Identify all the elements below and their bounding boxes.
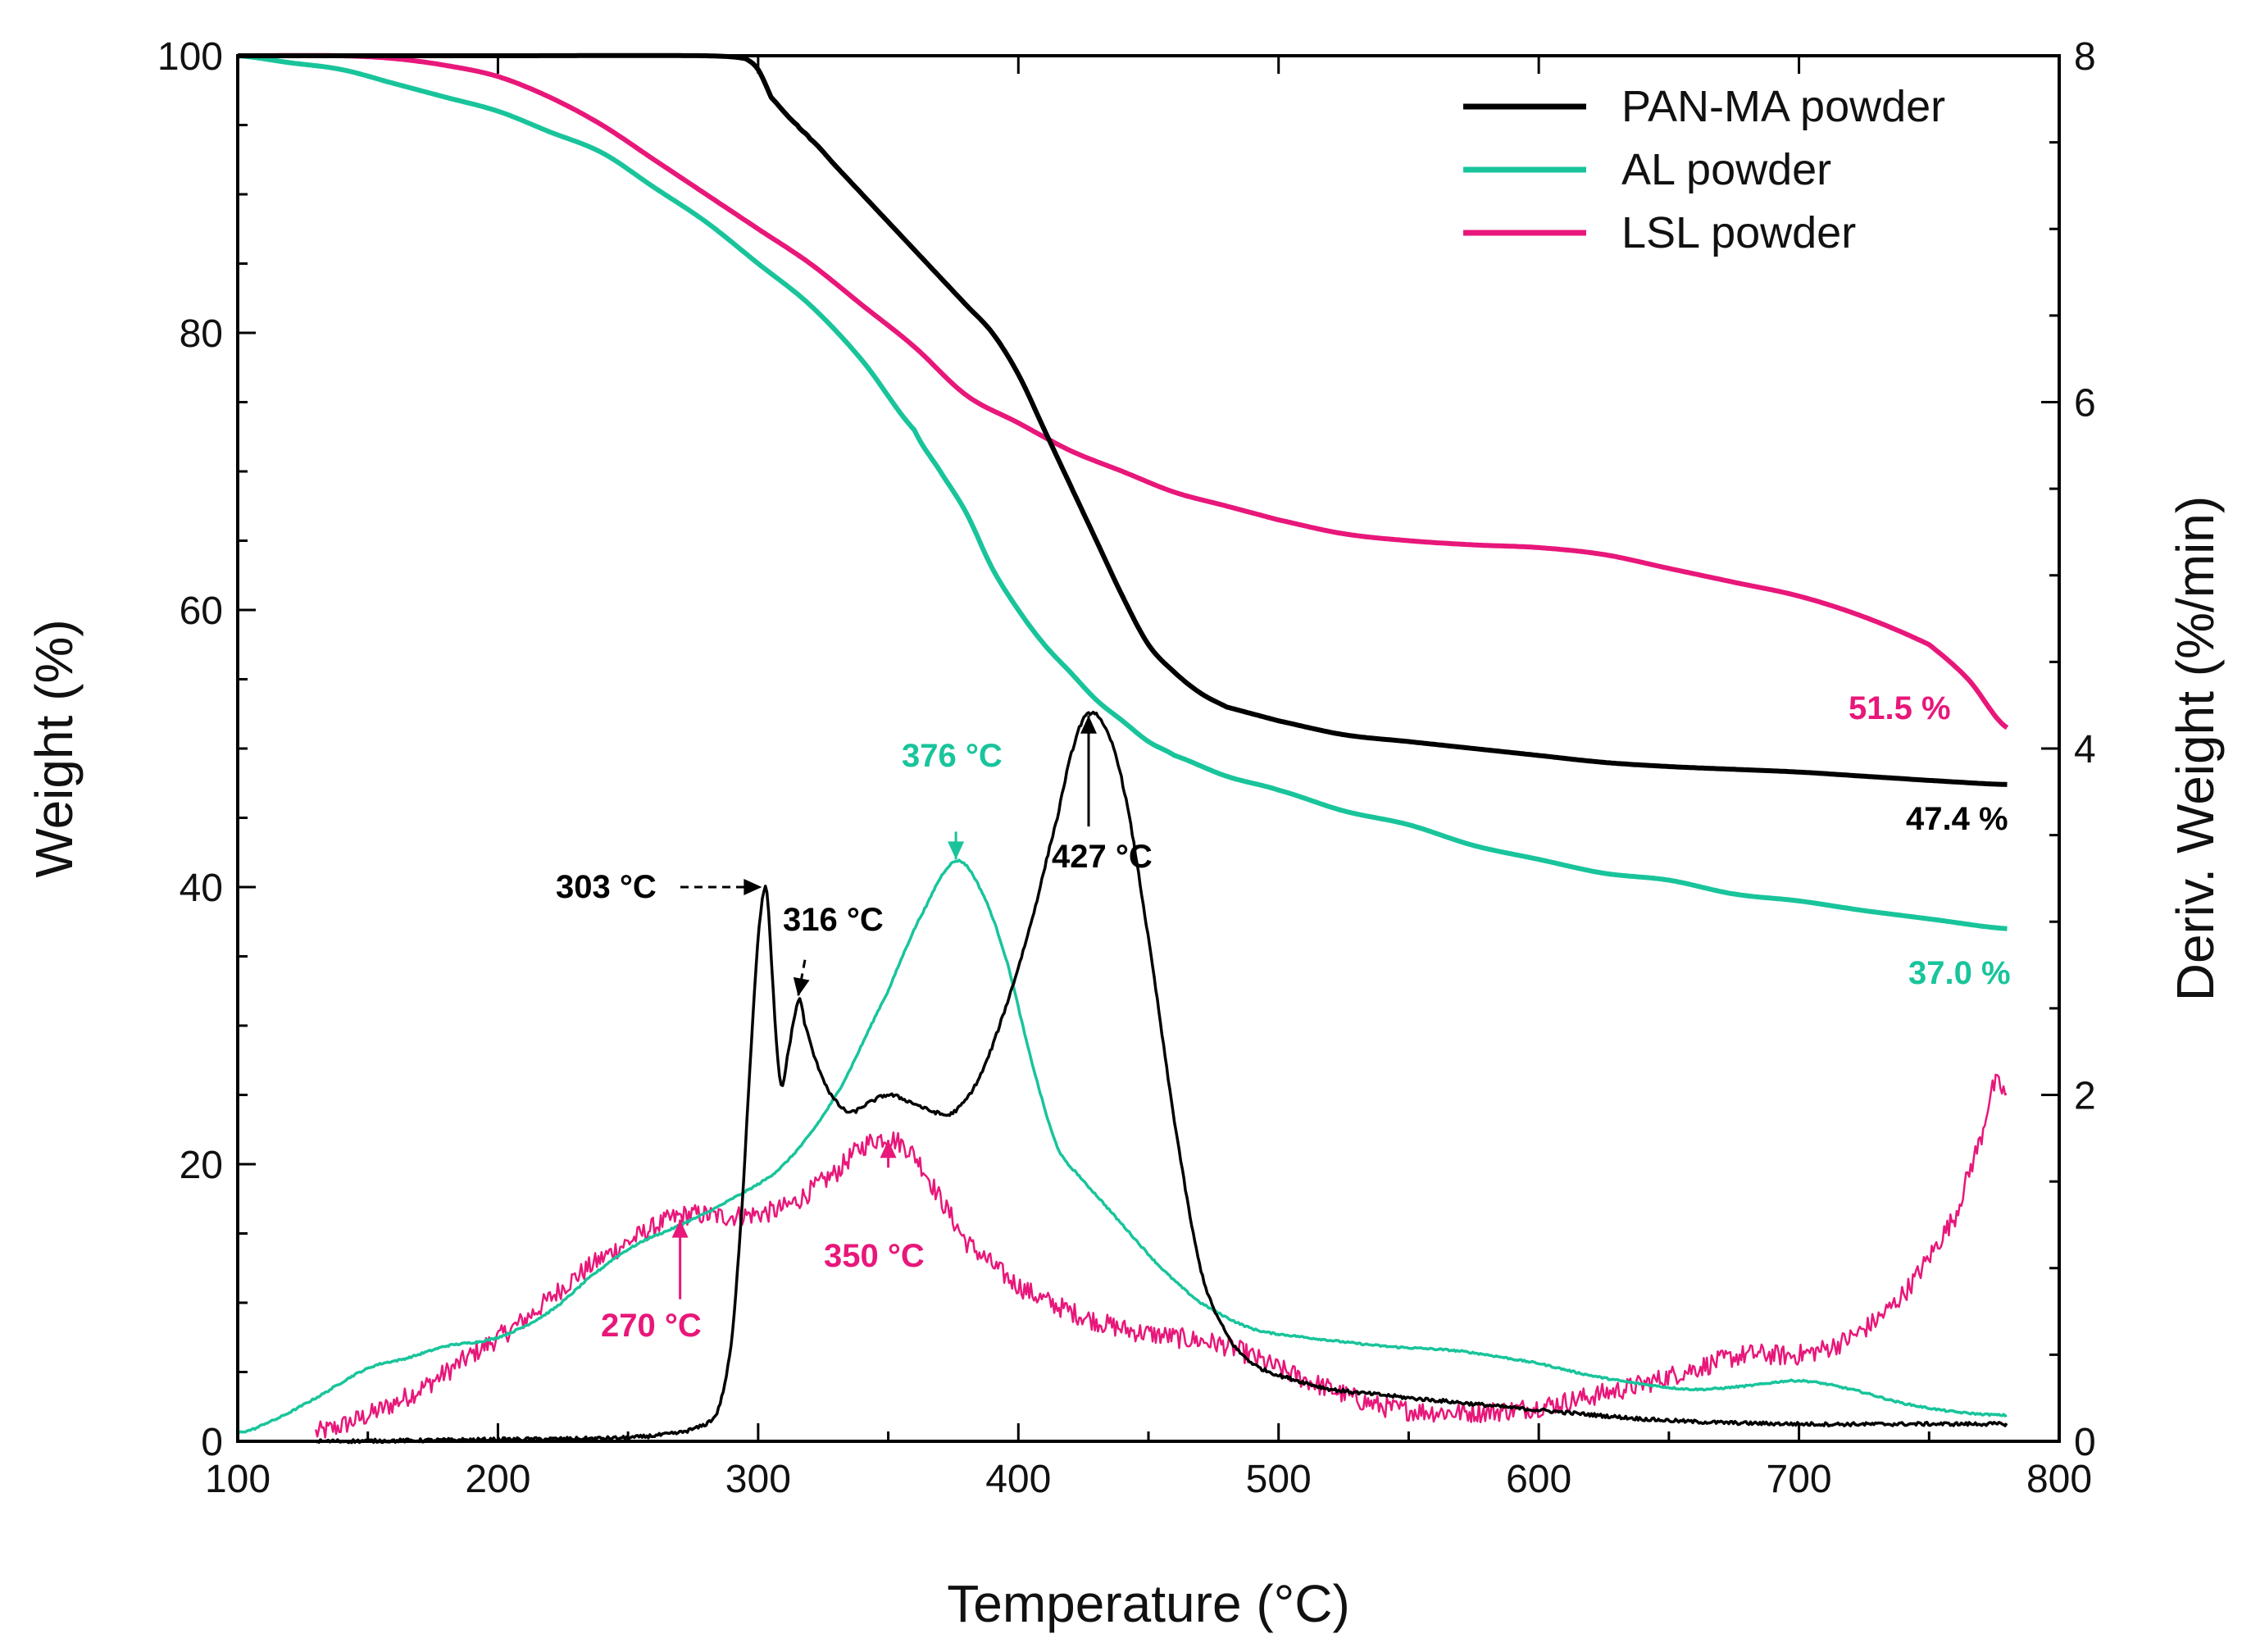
y-tick-label: 100 <box>157 35 223 79</box>
annotation-303: 303 °C <box>556 869 657 905</box>
series-line <box>237 858 2008 1434</box>
annotation-350: 350 °C <box>824 1238 925 1274</box>
x-tick-label: 600 <box>1506 1458 1571 1501</box>
x-axis-title: Temperature (°C) <box>947 1574 1350 1633</box>
series-line <box>315 710 2008 1445</box>
annotation-270: 270 °C <box>601 1308 702 1344</box>
y-axis-title: Weight (%) <box>25 619 84 877</box>
y-tick-label: 40 <box>180 867 223 910</box>
axes <box>236 54 2061 1443</box>
arrow-376-head <box>948 841 965 860</box>
arrow-270-head <box>671 1219 689 1238</box>
annotation-lsl-residue: 51.5 % <box>1849 690 1951 726</box>
x-tick-label: 500 <box>1246 1458 1312 1501</box>
y2-tick-label: 0 <box>2074 1421 2096 1464</box>
annotations: 303 °C 316 °C 427 °C 376 °C 270 °C 350 °… <box>556 690 2011 1344</box>
y2-tick-label: 2 <box>2074 1075 2096 1118</box>
y-tick-label: 0 <box>201 1421 223 1464</box>
x-tick-label: 300 <box>725 1458 791 1501</box>
series-line <box>238 52 2009 730</box>
y2-tick-label: 6 <box>2074 382 2096 426</box>
arrow-427-head <box>1080 715 1097 734</box>
y-tick-label: 80 <box>180 312 223 356</box>
legend: PAN-MA powder AL powder LSL powder <box>1463 82 1945 257</box>
annotation-al-residue: 37.0 % <box>1908 955 2011 991</box>
legend-label-al: AL powder <box>1621 145 1831 194</box>
x-tick-label: 200 <box>465 1458 530 1501</box>
annotation-427: 427 °C <box>1052 839 1153 875</box>
legend-label-panma: PAN-MA powder <box>1621 82 1945 131</box>
x-tick-label: 700 <box>1767 1458 1832 1501</box>
arrow-316-head <box>793 976 810 997</box>
arrow-303-head <box>744 879 762 895</box>
y2-tick-label: 4 <box>2074 728 2096 771</box>
x-tick-label: 800 <box>2026 1458 2092 1501</box>
legend-label-lsl: LSL powder <box>1621 208 1856 257</box>
arrow-350-head <box>880 1140 897 1158</box>
annotation-376: 376 °C <box>902 738 1003 774</box>
x-tick-label: 400 <box>985 1458 1051 1501</box>
y2-tick-label: 8 <box>2074 35 2096 79</box>
ticks: 100 200 300 400 500 600 700 8000204060801000246… <box>157 35 2096 1501</box>
annotation-panma-residue: 47.4 % <box>1906 801 2008 837</box>
plot-frame <box>236 54 2061 1443</box>
plot-lines <box>237 52 2009 1445</box>
annotation-316: 316 °C <box>783 902 884 938</box>
y-tick-label: 60 <box>180 589 223 633</box>
y2-axis-title: Deriv. Weight (%/min) <box>2166 496 2225 1001</box>
y-tick-label: 20 <box>180 1144 223 1187</box>
annotation-arrows <box>671 715 1097 1299</box>
series-line <box>314 1073 2008 1439</box>
series-line <box>237 53 2008 931</box>
x-tick-label: 100 <box>205 1458 271 1501</box>
